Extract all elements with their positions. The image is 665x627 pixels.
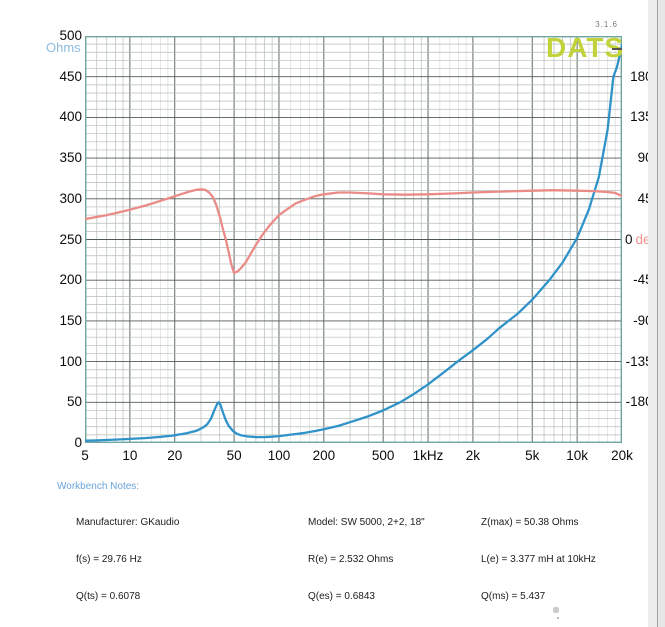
- window-edge-line: [657, 0, 658, 627]
- frequency-axis-tick: 10k: [566, 448, 588, 463]
- workbench-notes-header: Workbench Notes:: [57, 481, 140, 492]
- left-axis-tick: 250: [59, 231, 82, 247]
- frequency-axis-tick: 5k: [525, 448, 540, 463]
- notes-column-left: Manufacturer: GKaudio f(s) = 29.76 Hz Q(…: [76, 493, 243, 627]
- left-axis-tick: 100: [59, 353, 82, 369]
- frequency-axis-tick: 100: [267, 448, 291, 463]
- chart-canvas: [85, 36, 622, 443]
- phase-curve: [85, 188, 622, 275]
- scan-artifact: [553, 607, 559, 613]
- notes-column-middle: Model: SW 5000, 2+2, 18" R(e) = 2.532 Oh…: [308, 493, 460, 627]
- impedance-curve: [85, 43, 622, 442]
- dats-logo-waveform-icon: [612, 48, 622, 50]
- frequency-axis-tick: 20: [167, 448, 183, 463]
- note-line: R(e) = 2.532 Ohms: [308, 554, 394, 566]
- left-axis-tick: 400: [59, 109, 82, 125]
- left-axis-tick: 150: [59, 312, 82, 328]
- workbench-notes: Workbench Notes: Manufacturer: GKaudio f…: [0, 481, 665, 602]
- notes-column-right: Z(max) = 50.38 Ohms L(e) = 3.377 mH at 1…: [481, 493, 596, 627]
- window-edge-strip: [658, 0, 665, 627]
- note-line: Z(max) = 50.38 Ohms: [481, 517, 579, 529]
- frequency-axis-tick: 10: [122, 448, 138, 463]
- scan-artifact: [557, 617, 559, 619]
- app-version: 3.1.6: [595, 20, 618, 29]
- frequency-axis-tick: 1kHz: [412, 448, 444, 463]
- plot-border: [85, 36, 622, 443]
- left-axis-tick: 200: [59, 272, 82, 288]
- frequency-axis-tick: 2k: [465, 448, 481, 463]
- frequency-axis-tick: 20k: [611, 448, 633, 463]
- left-axis-tick: 50: [66, 394, 82, 410]
- note-line: L(e) = 3.377 mH at 10kHz: [481, 554, 596, 566]
- left-axis-title: Ohms: [46, 40, 81, 55]
- left-axis-tick: 300: [59, 190, 82, 206]
- left-axis-tick: 350: [59, 150, 82, 166]
- frequency-axis-tick: 50: [226, 448, 242, 463]
- frequency-axis-tick: 500: [371, 448, 395, 463]
- left-axis-tick: 450: [59, 68, 82, 84]
- window-edge-strip: [648, 0, 657, 627]
- note-line: f(s) = 29.76 Hz: [76, 554, 142, 566]
- note-line: Manufacturer: GKaudio: [76, 517, 180, 529]
- dats-logo: DATS: [546, 32, 625, 63]
- note-line: Q(es) = 0.6843: [308, 590, 375, 602]
- frequency-axis-tick: 200: [312, 448, 336, 463]
- note-line: Q(ms) = 5.437: [481, 590, 546, 602]
- note-line: Q(ts) = 0.6078: [76, 590, 141, 602]
- left-axis-tick: 0: [74, 435, 82, 450]
- left-axis-tick: 500: [59, 28, 82, 43]
- tick-value: 0: [625, 231, 633, 247]
- note-line: Model: SW 5000, 2+2, 18": [308, 517, 425, 529]
- frequency-axis-tick: 5: [81, 448, 89, 463]
- impedance-phase-chart: DATS: [85, 32, 623, 443]
